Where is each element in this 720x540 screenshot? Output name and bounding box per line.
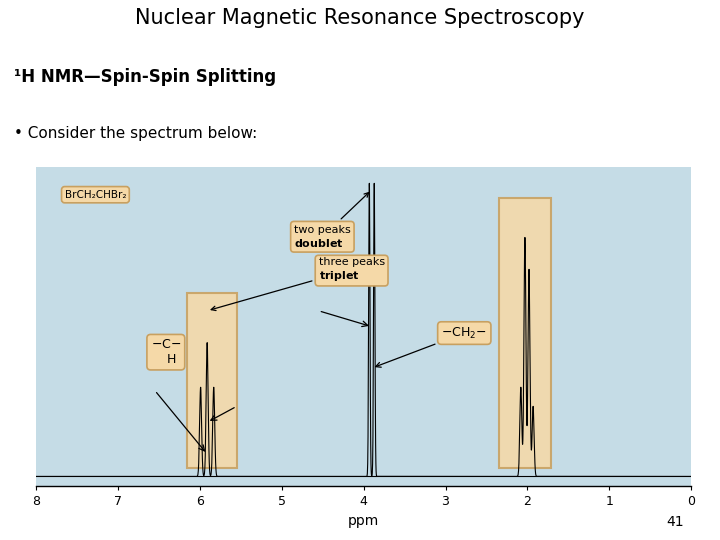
FancyBboxPatch shape <box>186 293 238 469</box>
Text: $-$CH$_2$$-$: $-$CH$_2$$-$ <box>376 326 487 367</box>
X-axis label: ppm: ppm <box>348 514 379 528</box>
Text: $-$C$-$
    H: $-$C$-$ H <box>150 338 181 366</box>
Text: Nuclear Magnetic Resonance Spectroscopy: Nuclear Magnetic Resonance Spectroscopy <box>135 8 585 28</box>
Text: BrCH₂CHBr₂: BrCH₂CHBr₂ <box>65 190 126 200</box>
FancyBboxPatch shape <box>499 198 551 469</box>
Text: • Consider the spectrum below:: • Consider the spectrum below: <box>14 126 258 141</box>
Text: 41: 41 <box>667 515 684 529</box>
Text: two peaks
$\mathbf{doublet}$: two peaks $\mathbf{doublet}$ <box>294 193 369 249</box>
Text: ¹H NMR—Spin-Spin Splitting: ¹H NMR—Spin-Spin Splitting <box>14 68 276 86</box>
Text: three peaks
$\mathbf{triplet}$: three peaks $\mathbf{triplet}$ <box>211 256 384 310</box>
